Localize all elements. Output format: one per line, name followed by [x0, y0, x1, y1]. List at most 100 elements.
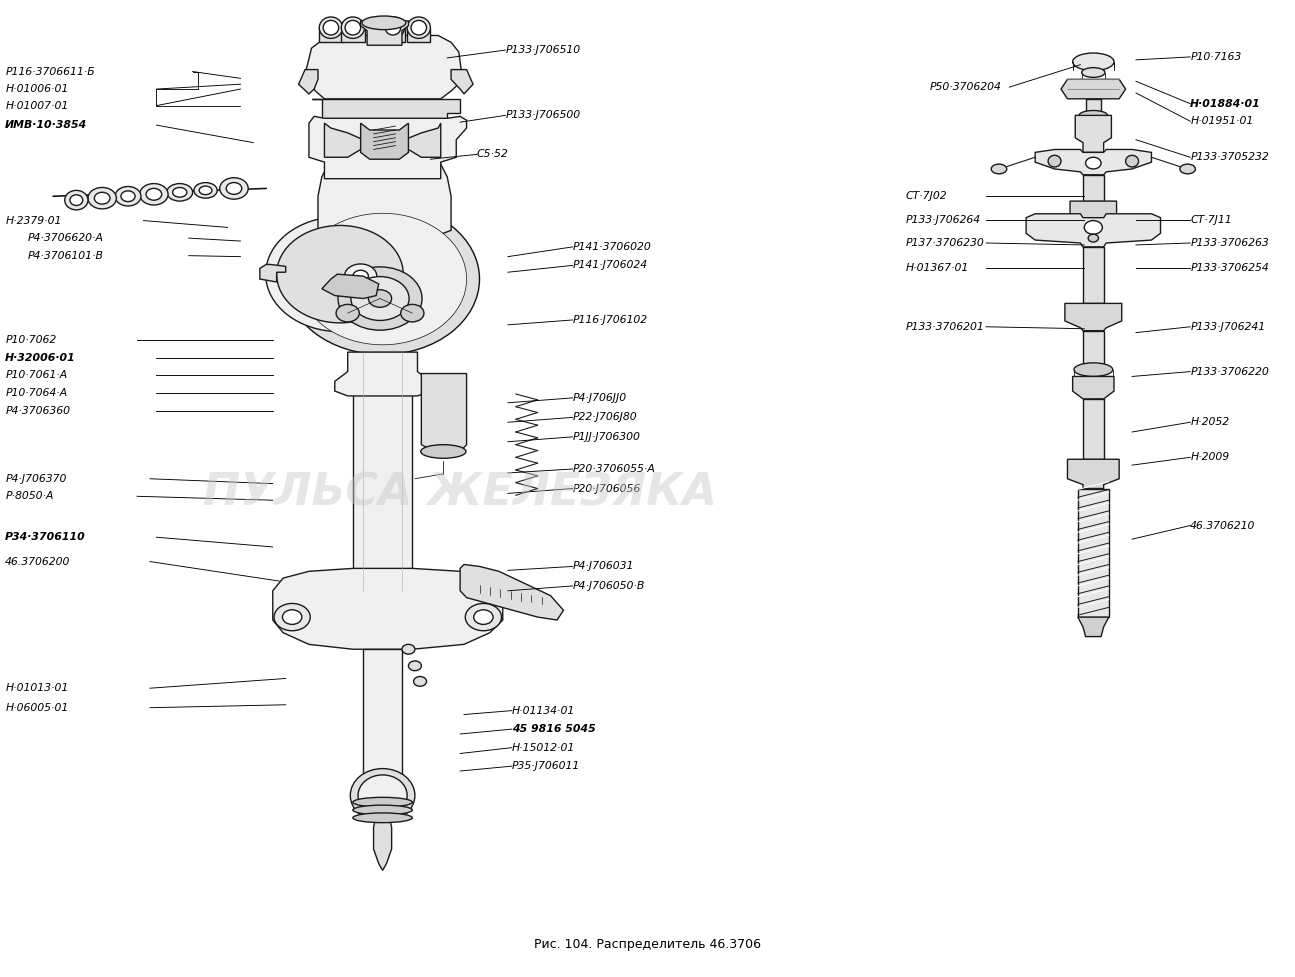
Text: Н·2379·01: Н·2379·01	[5, 216, 62, 226]
Polygon shape	[260, 265, 286, 282]
Ellipse shape	[167, 184, 193, 201]
Polygon shape	[312, 99, 460, 123]
Ellipse shape	[352, 271, 368, 282]
Text: Р50·3706204: Р50·3706204	[930, 82, 1001, 92]
Text: Р10·7062: Р10·7062	[5, 335, 57, 346]
Text: Р10·7061·А: Р10·7061·А	[5, 370, 67, 380]
Text: Р4·J706031: Р4·J706031	[572, 562, 635, 572]
Polygon shape	[325, 123, 363, 157]
Polygon shape	[1061, 79, 1125, 99]
Polygon shape	[1064, 304, 1121, 330]
Text: 45 9816 5045: 45 9816 5045	[512, 724, 596, 734]
Text: СТ·7J02: СТ·7J02	[906, 191, 948, 201]
Ellipse shape	[1180, 164, 1195, 174]
Ellipse shape	[413, 676, 426, 686]
Ellipse shape	[407, 17, 430, 38]
Polygon shape	[360, 21, 408, 45]
Polygon shape	[1083, 247, 1103, 304]
Polygon shape	[373, 815, 391, 871]
Polygon shape	[273, 569, 502, 650]
Text: Н·01006·01: Н·01006·01	[5, 84, 69, 94]
Polygon shape	[460, 565, 563, 620]
Ellipse shape	[140, 184, 168, 205]
Ellipse shape	[350, 769, 414, 823]
Text: 46.3706200: 46.3706200	[5, 557, 71, 567]
Polygon shape	[1075, 115, 1111, 152]
Text: Р4·3706101·В: Р4·3706101·В	[27, 251, 104, 261]
Polygon shape	[335, 352, 430, 396]
Text: Р116·J706102: Р116·J706102	[572, 315, 648, 325]
Polygon shape	[1085, 99, 1101, 110]
Text: Р116·3706611·Б: Р116·3706611·Б	[5, 66, 95, 76]
Polygon shape	[320, 27, 343, 42]
Text: Н·32006·01: Н·32006·01	[5, 353, 76, 362]
Ellipse shape	[421, 445, 466, 458]
Ellipse shape	[1079, 110, 1107, 120]
Polygon shape	[381, 27, 404, 42]
Ellipse shape	[351, 276, 409, 320]
Ellipse shape	[120, 191, 135, 201]
Polygon shape	[310, 116, 466, 179]
Polygon shape	[1067, 459, 1119, 488]
Ellipse shape	[115, 187, 141, 206]
Ellipse shape	[344, 264, 377, 288]
Polygon shape	[451, 69, 473, 94]
Text: Н·01951·01: Н·01951·01	[1190, 116, 1254, 126]
Ellipse shape	[286, 203, 479, 355]
Ellipse shape	[1084, 221, 1102, 234]
Text: Р141·3706020: Р141·3706020	[572, 242, 651, 252]
Ellipse shape	[1125, 155, 1138, 167]
Text: Р4·3706360: Р4·3706360	[5, 405, 70, 415]
Ellipse shape	[352, 805, 412, 815]
Text: Р137·3706230: Р137·3706230	[906, 238, 984, 248]
Text: Р133·J706510: Р133·J706510	[505, 45, 580, 55]
Text: Р20·J706056: Р20·J706056	[572, 484, 641, 493]
Ellipse shape	[337, 305, 359, 321]
Text: Р4·J706JJ0: Р4·J706JJ0	[572, 393, 627, 403]
Polygon shape	[360, 123, 408, 159]
Text: Р141·J706024: Р141·J706024	[572, 261, 648, 271]
Polygon shape	[1035, 149, 1151, 175]
Ellipse shape	[411, 21, 426, 35]
Polygon shape	[1070, 201, 1116, 226]
Polygon shape	[1083, 175, 1103, 201]
Polygon shape	[299, 69, 319, 94]
Ellipse shape	[146, 189, 162, 200]
Text: 46.3706210: 46.3706210	[1190, 521, 1256, 531]
Text: Р4·3706620·А: Р4·3706620·А	[27, 234, 104, 243]
Ellipse shape	[408, 660, 421, 670]
Text: Р10·7064·А: Р10·7064·А	[5, 388, 67, 398]
Text: Р133·3706263: Р133·3706263	[1190, 238, 1269, 248]
Ellipse shape	[199, 186, 212, 194]
Ellipse shape	[385, 21, 400, 35]
Text: Р4·J706370: Р4·J706370	[5, 474, 66, 484]
Text: Р133·J706264: Р133·J706264	[906, 215, 982, 225]
Ellipse shape	[1088, 234, 1098, 242]
Polygon shape	[1026, 214, 1160, 247]
Text: ИМВ·10·3854: ИМВ·10·3854	[5, 120, 88, 130]
Text: Н·01134·01: Н·01134·01	[512, 705, 575, 715]
Ellipse shape	[400, 305, 423, 321]
Ellipse shape	[381, 17, 404, 38]
Text: Н·01013·01: Н·01013·01	[5, 683, 69, 694]
Ellipse shape	[1072, 53, 1114, 70]
Text: Р133·J706241: Р133·J706241	[1190, 321, 1265, 332]
Ellipse shape	[299, 213, 466, 345]
Text: Р10·7163: Р10·7163	[1190, 52, 1242, 62]
Ellipse shape	[361, 16, 405, 29]
Text: Н·06005·01: Н·06005·01	[5, 702, 69, 712]
Text: Р4·J706050·В: Р4·J706050·В	[572, 581, 645, 591]
Text: Н·2052: Н·2052	[1190, 417, 1229, 427]
Text: Н·01367·01: Н·01367·01	[906, 264, 969, 274]
Polygon shape	[421, 373, 466, 451]
Ellipse shape	[1048, 155, 1061, 167]
Polygon shape	[407, 27, 430, 42]
Ellipse shape	[65, 191, 88, 210]
Text: ПУЛЬСА ЖЕЛЕЗЯКА: ПУЛЬСА ЖЕЛЕЗЯКА	[203, 472, 717, 515]
Polygon shape	[1083, 399, 1103, 459]
Ellipse shape	[338, 267, 422, 330]
Ellipse shape	[991, 164, 1006, 174]
Polygon shape	[404, 123, 440, 157]
Text: Р133·3706254: Р133·3706254	[1190, 264, 1269, 274]
Ellipse shape	[346, 21, 360, 35]
